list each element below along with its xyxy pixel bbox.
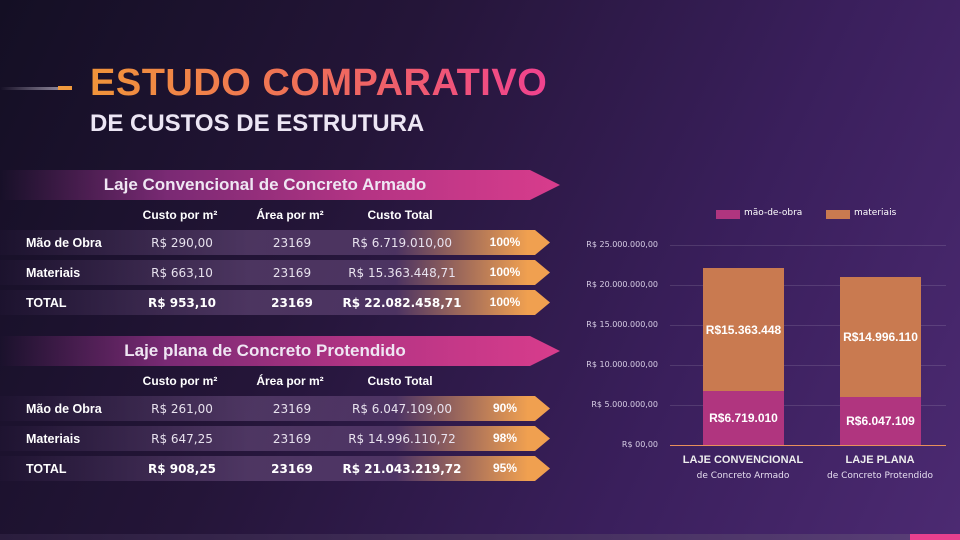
row-label: Mão de Obra (26, 402, 102, 416)
table-row: Mão de Obra R$ 290,00 23169 R$ 6.719.010… (0, 230, 550, 255)
percent-cell: 95% (492, 461, 518, 475)
area-cell: 23169 (272, 432, 312, 446)
percent-cell: 100% (489, 265, 521, 279)
bar-segment-materiais (703, 268, 784, 392)
y-tick-label: R$ 15.000.000,00 (586, 320, 658, 329)
area-cell: 23169 (272, 402, 312, 416)
percent-cell: 100% (489, 295, 521, 309)
column-header: Custo por m² (142, 208, 218, 222)
bottom-bar (0, 534, 960, 540)
x-axis (670, 445, 946, 446)
total-cell: R$ 22.082.458,71 (342, 296, 462, 310)
column-header: Custo por m² (142, 374, 218, 388)
y-tick-label: R$ 25.000.000,00 (586, 240, 658, 249)
custo-cell: R$ 953,10 (147, 296, 217, 310)
area-cell: 23169 (271, 296, 313, 310)
table-title: Laje Convencional de Concreto Armado (103, 175, 427, 194)
y-tick-label: R$ 10.000.000,00 (586, 360, 658, 369)
gridline (670, 405, 946, 406)
area-cell: 23169 (272, 236, 312, 250)
percent-cell: 100% (489, 235, 521, 249)
bar-segment-materiais (840, 276, 921, 397)
gridline (670, 325, 946, 326)
table-row: TOTAL R$ 953,10 23169 R$ 22.082.458,71 1… (0, 290, 550, 315)
total-cell: R$ 14.996.110,72 (348, 432, 456, 446)
custo-cell: R$ 663,10 (151, 266, 213, 280)
custo-cell: R$ 261,00 (151, 402, 213, 416)
data-label: R$6.719.010 (709, 411, 778, 426)
y-tick-label: R$ 5.000.000,00 (591, 400, 658, 409)
custo-cell: R$ 290,00 (151, 236, 213, 250)
x-category-label: LAJE PLANA (845, 454, 915, 466)
legend-swatch (826, 210, 850, 219)
row-label: TOTAL (26, 462, 67, 476)
area-cell: 23169 (272, 266, 312, 280)
legend-label: materiais (854, 208, 897, 218)
row-label: Mão de Obra (26, 236, 102, 250)
y-tick-label: R$ 20.000.000,00 (586, 280, 658, 289)
table-title: Laje plana de Concreto Protendido (124, 341, 406, 360)
gridline (670, 245, 946, 246)
bar-segment-mão-de-obra (703, 391, 784, 445)
bottom-accent (910, 534, 960, 540)
title-accent (58, 86, 72, 90)
title-decoration (0, 87, 58, 90)
row-label: Materiais (26, 432, 81, 446)
data-label: R$14.996.110 (843, 329, 918, 344)
custo-cell: R$ 908,25 (147, 462, 217, 476)
total-cell: R$ 21.043.219,72 (342, 462, 462, 476)
total-cell: R$ 6.047.109,00 (352, 402, 452, 416)
table-row: Materiais R$ 647,25 23169 R$ 14.996.110,… (0, 426, 550, 451)
column-header: Custo Total (367, 208, 433, 222)
y-tick-label: R$ 00,00 (621, 440, 658, 449)
percent-cell: 90% (492, 401, 518, 415)
table-title-band: Laje plana de Concreto Protendido (0, 336, 560, 366)
page-subtitle: DE CUSTOS DE ESTRUTURA (90, 110, 425, 137)
column-header: Área por m² (256, 208, 324, 222)
total-cell: R$ 15.363.448,71 (348, 266, 456, 280)
row-label: Materiais (26, 266, 81, 280)
data-label: R$15.363.448 (705, 322, 782, 337)
custo-cell: R$ 647,25 (151, 432, 213, 446)
table-row: Materiais R$ 663,10 23169 R$ 15.363.448,… (0, 260, 550, 285)
legend-label: mão-de-obra (744, 208, 803, 218)
x-category-sublabel: de Concreto Armado (696, 471, 790, 481)
legend-swatch (716, 210, 740, 219)
x-category-label: LAJE CONVENCIONAL (682, 454, 804, 466)
gridline (670, 365, 946, 366)
total-cell: R$ 6.719.010,00 (352, 236, 452, 250)
column-header: Custo Total (367, 374, 433, 388)
x-category-sublabel: de Concreto Protendido (827, 471, 933, 481)
table-row: Mão de Obra R$ 261,00 23169 R$ 6.047.109… (0, 396, 550, 421)
percent-cell: 98% (492, 431, 518, 445)
row-label: TOTAL (26, 296, 67, 310)
area-cell: 23169 (271, 462, 313, 476)
page-title: ESTUDO COMPARATIVO (90, 62, 548, 104)
column-header: Área por m² (256, 374, 324, 388)
data-label: R$6.047.109 (846, 413, 915, 428)
table-row: TOTAL R$ 908,25 23169 R$ 21.043.219,72 9… (0, 456, 550, 481)
table-title-band: Laje Convencional de Concreto Armado (0, 170, 560, 200)
gridline (670, 285, 946, 286)
bar-segment-mão-de-obra (840, 396, 921, 445)
